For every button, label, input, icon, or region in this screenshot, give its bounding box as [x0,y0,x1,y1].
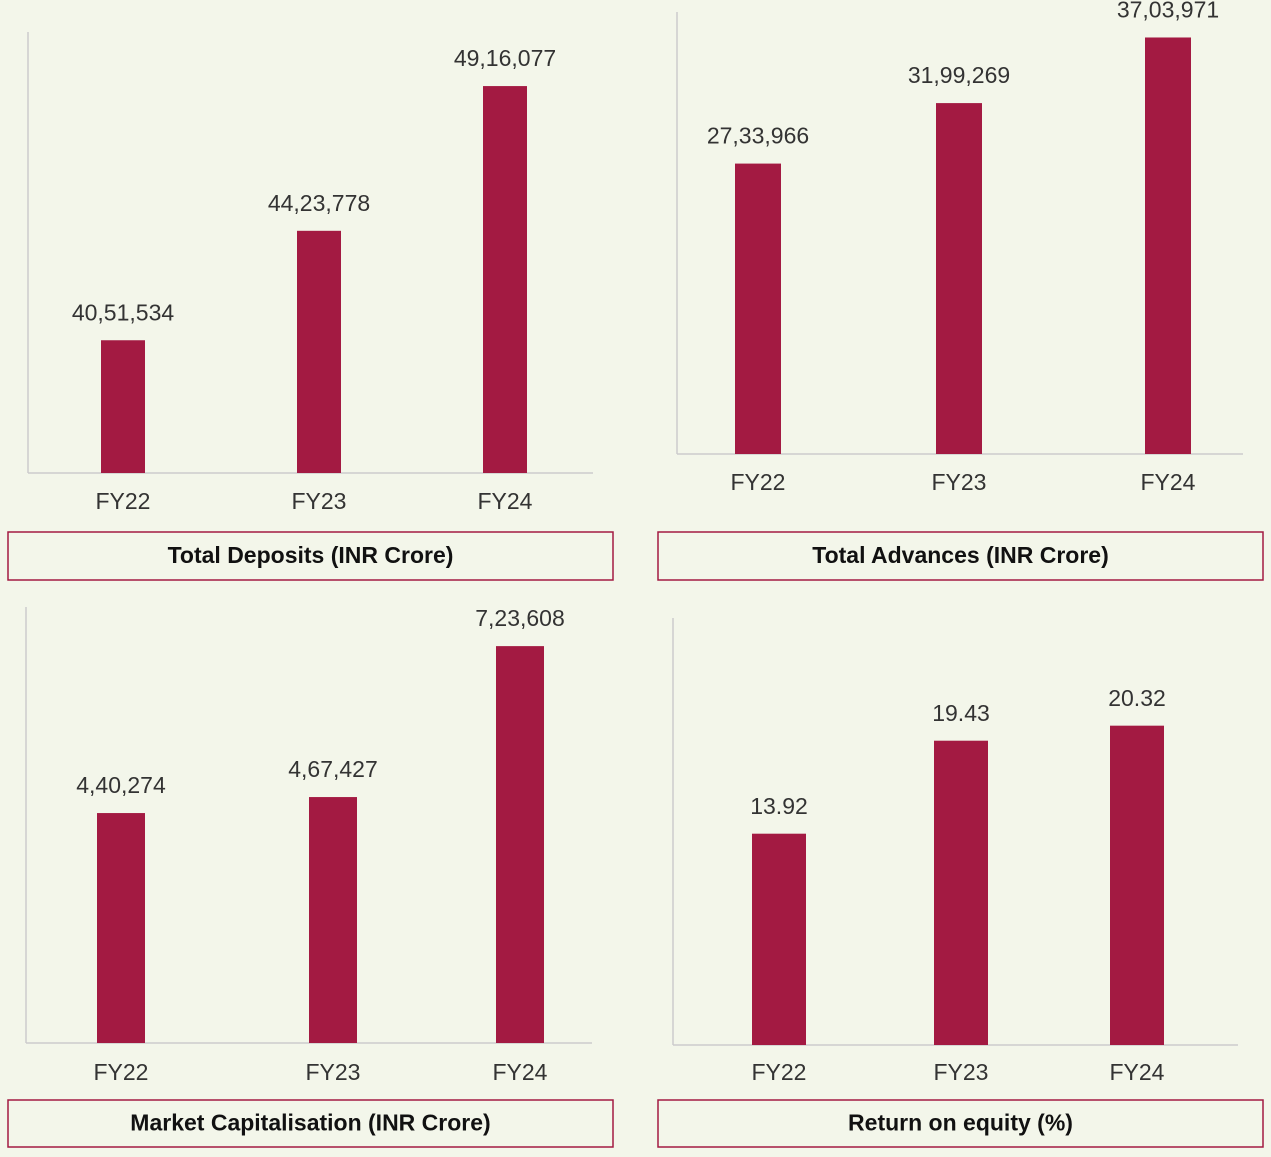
value-label: 44,23,778 [268,190,370,216]
x-tick-label: FY24 [493,1059,548,1085]
value-label: 4,40,274 [76,772,166,798]
bar [101,340,145,473]
bar [1145,37,1191,455]
x-tick-label: FY22 [94,1059,149,1085]
bar [936,103,982,454]
value-label: 19.43 [932,700,990,726]
chart-title: Total Deposits (INR Crore) [168,542,454,568]
x-tick-label: FY23 [932,469,987,495]
x-tick-label: FY23 [306,1059,361,1085]
x-tick-label: FY24 [1110,1059,1165,1085]
bar [297,230,341,473]
title-box [7,531,614,581]
title-box [657,531,1264,581]
x-tick-label: FY23 [292,488,347,514]
value-label: 31,99,269 [908,62,1010,88]
value-label: 13.92 [750,793,808,819]
x-tick-label: FY22 [731,469,786,495]
x-tick-label: FY24 [1141,469,1196,495]
value-label: 49,16,077 [454,45,556,71]
bar [752,833,806,1045]
value-label: 37,03,971 [1117,0,1219,23]
value-label: 7,23,608 [475,605,565,631]
x-tick-label: FY22 [752,1059,807,1085]
bar [496,646,544,1043]
value-label: 40,51,534 [72,299,175,325]
chart-title: Return on equity (%) [848,1110,1073,1136]
x-tick-label: FY24 [478,488,533,514]
bar [483,86,527,473]
bar [97,813,145,1043]
bar [309,797,357,1043]
bar [1110,725,1164,1045]
bar [934,740,988,1045]
title-box [7,1099,614,1148]
bar [735,163,781,455]
x-tick-label: FY23 [934,1059,989,1085]
title-box [657,1099,1264,1148]
value-label: 20.32 [1108,685,1166,711]
chart-title: Market Capitalisation (INR Crore) [130,1110,490,1136]
value-label: 4,67,427 [288,756,378,782]
chart-title: Total Advances (INR Crore) [812,542,1109,568]
value-label: 27,33,966 [707,123,809,149]
x-tick-label: FY22 [96,488,151,514]
